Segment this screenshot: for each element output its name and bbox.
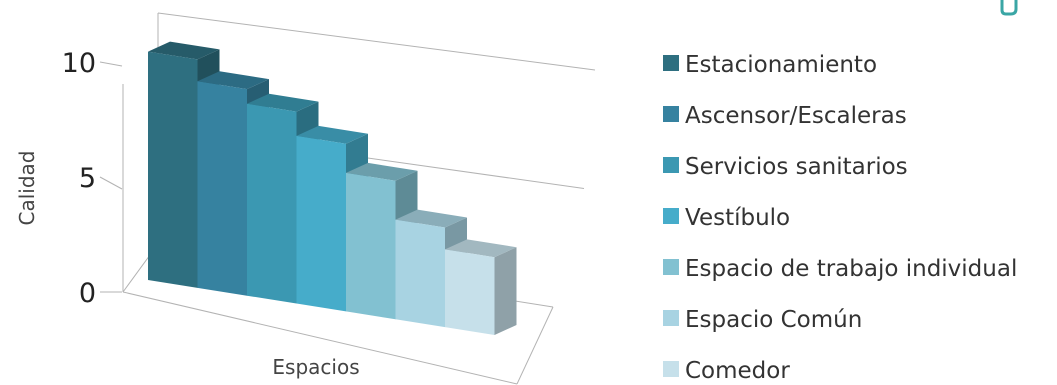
legend-item: Estacionamiento bbox=[663, 52, 877, 78]
bar-side bbox=[494, 247, 517, 335]
legend-label: Comedor bbox=[685, 358, 790, 384]
legend-swatch bbox=[663, 361, 679, 377]
bars bbox=[148, 41, 517, 335]
value-axis: 0 5 10 bbox=[62, 48, 96, 309]
legend-item: Vestíbulo bbox=[663, 205, 790, 231]
bar-top bbox=[296, 125, 368, 144]
bar-top bbox=[197, 71, 269, 90]
legend-item: Espacio de trabajo individual bbox=[663, 256, 1017, 282]
y-tick-label: 5 bbox=[79, 163, 96, 194]
y-tick-mark bbox=[99, 61, 123, 67]
bar-top bbox=[148, 41, 220, 60]
legend-label: Espacio Común bbox=[685, 307, 862, 333]
bar-front bbox=[445, 249, 495, 335]
legend-swatch bbox=[663, 208, 679, 224]
legend-label: Vestíbulo bbox=[685, 205, 790, 231]
legend-swatch bbox=[663, 157, 679, 173]
y-tick-mark bbox=[99, 176, 123, 190]
legend-item: Espacio Común bbox=[663, 307, 862, 333]
bar-front bbox=[395, 219, 445, 328]
legend-item: Comedor bbox=[663, 358, 790, 384]
gridline bbox=[157, 12, 596, 71]
floor-right-edge bbox=[516, 306, 554, 385]
legend-swatch bbox=[663, 259, 679, 275]
bar-top bbox=[445, 239, 517, 258]
floor-front-edge bbox=[122, 291, 518, 385]
legend-swatch bbox=[663, 106, 679, 122]
legend-swatch bbox=[663, 310, 679, 326]
bar-front bbox=[197, 81, 247, 296]
cropped-title-fragment bbox=[1000, 0, 1018, 16]
legend-item: Ascensor/Escaleras bbox=[663, 103, 907, 129]
bar-front bbox=[247, 103, 297, 304]
bar-top bbox=[247, 93, 319, 112]
bar bbox=[445, 239, 517, 335]
legend-swatch bbox=[663, 55, 679, 71]
y-tick-label: 0 bbox=[79, 278, 96, 309]
legend-label: Espacio de trabajo individual bbox=[685, 256, 1017, 282]
legend-label: Estacionamiento bbox=[685, 52, 877, 78]
legend-label: Ascensor/Escaleras bbox=[685, 103, 907, 129]
y-axis-title: Calidad bbox=[15, 151, 39, 226]
legend: Estacionamiento Ascensor/Escaleras Servici… bbox=[663, 52, 1017, 384]
legend-label: Servicios sanitarios bbox=[685, 154, 908, 180]
legend-item: Servicios sanitarios bbox=[663, 154, 908, 180]
bar-front bbox=[346, 172, 396, 320]
y-tick-label: 10 bbox=[62, 48, 96, 79]
bar-front bbox=[148, 51, 198, 288]
bar-top bbox=[395, 209, 467, 228]
bar-top bbox=[346, 162, 418, 181]
x-axis-title: Espacios bbox=[272, 355, 359, 379]
bar-front bbox=[296, 135, 346, 312]
